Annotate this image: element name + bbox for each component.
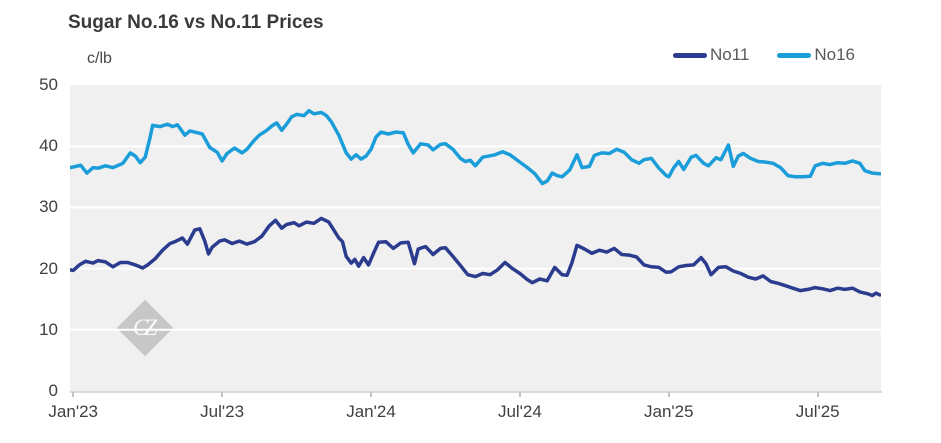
x-axis-tick-mark [518,392,521,397]
x-axis-tick-mark [370,392,373,397]
legend-label-no16: No16 [814,45,855,64]
x-axis-tick-label-Jan23: Jan'23 [48,402,98,421]
plot-area: CZ [70,85,881,391]
legend-label-no11: No11 [709,45,750,64]
x-axis-tick-label-Jul25: Jul'25 [795,402,840,421]
series-line-no11 [70,216,881,298]
y-axis-tick-label-10: 10 [39,319,58,339]
x-axis-tick-mark [816,392,819,397]
series-line-no16 [70,108,881,186]
x-axis-line [70,391,882,393]
x-axis-tick-mark [667,392,670,397]
x-axis-tick-label-Jan25: Jan'25 [644,402,694,421]
legend-item-no11: No11 [672,45,750,65]
chart-canvas [70,108,881,331]
no16-line-swatch-icon [777,52,812,58]
legend: No11 No16 [672,45,855,65]
chart-title: Sugar No.16 vs No.11 Prices [68,12,324,33]
legend-item-no16: No16 [777,45,855,65]
y-axis-unit-label: c/lb [87,50,112,67]
x-axis-tick-mark [221,392,224,397]
x-axis-tick-mark [72,392,75,397]
no11-line-swatch-icon [672,52,707,58]
y-axis-tick-label-30: 30 [39,197,58,217]
x-axis-tick-label-Jan24: Jan'24 [346,402,396,421]
y-axis-tick-label-40: 40 [39,136,58,156]
x-axis-tick-label-Jul24: Jul'24 [497,402,542,421]
y-axis-tick-label-20: 20 [39,258,58,278]
y-axis-tick-label-0: 0 [48,381,58,400]
x-axis-tick-label-Jul23: Jul'23 [200,402,245,421]
y-axis-tick-label-50: 50 [39,75,58,94]
